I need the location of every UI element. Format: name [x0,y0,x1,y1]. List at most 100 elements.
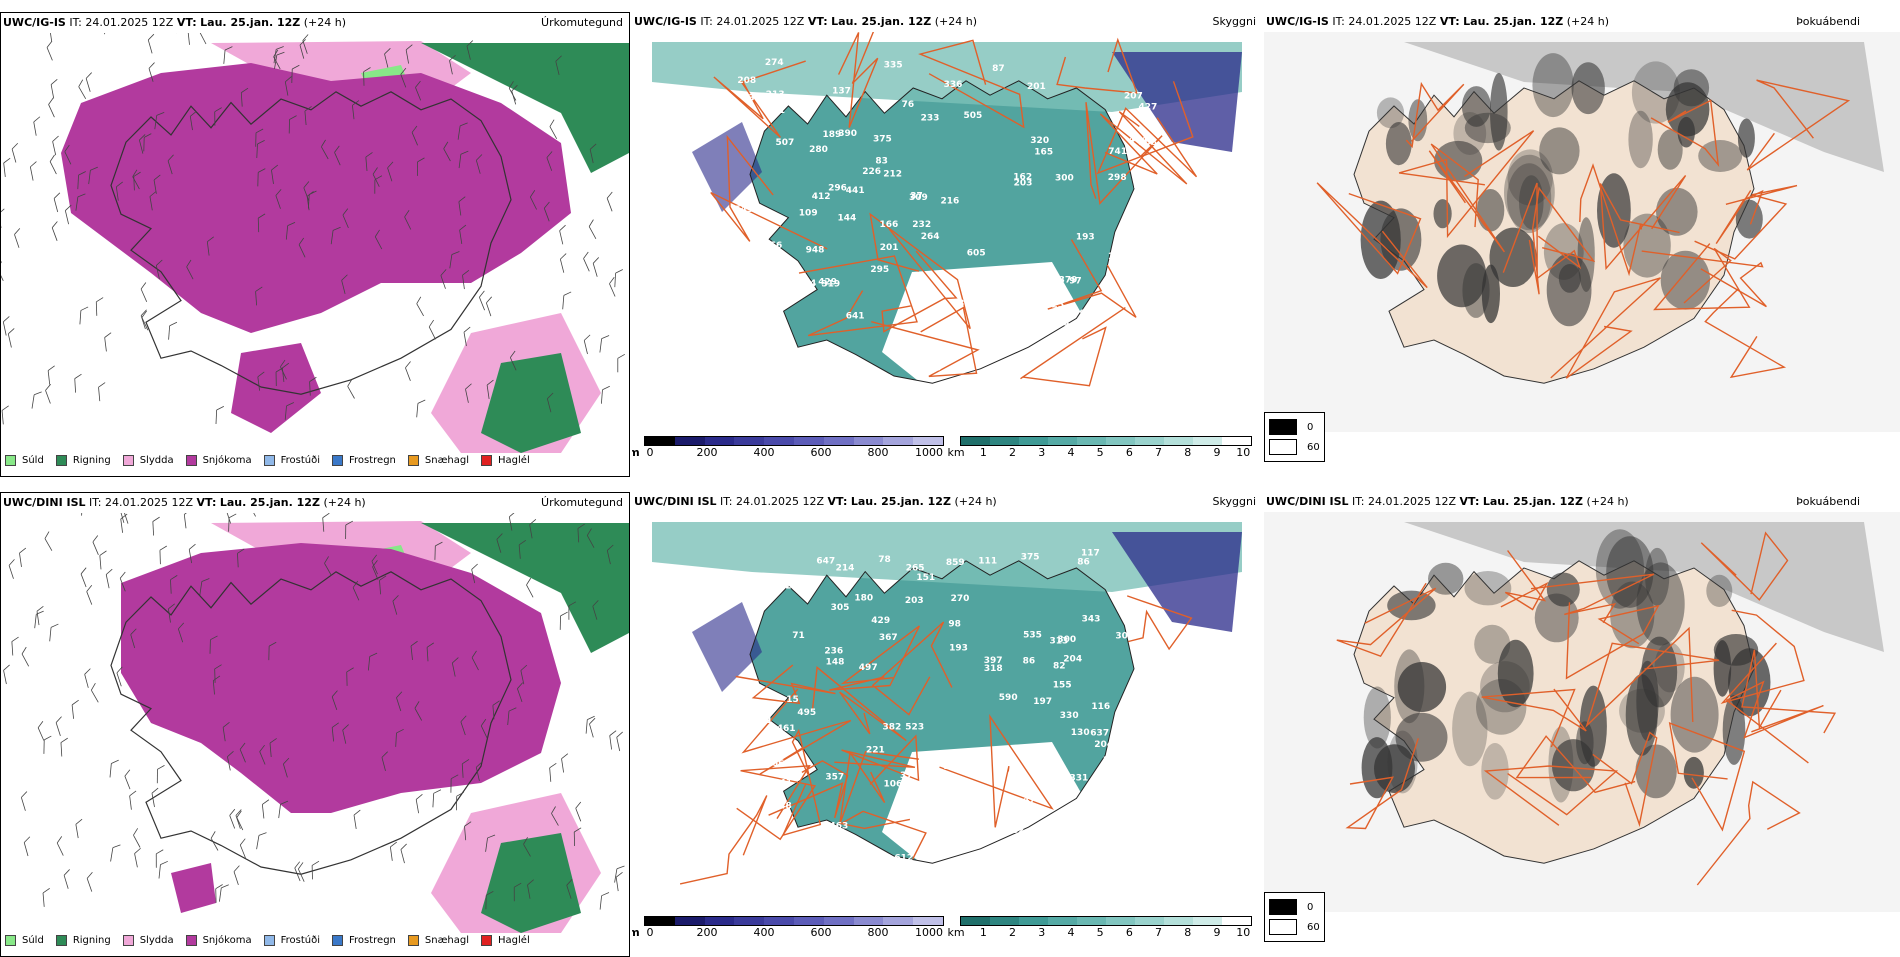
visibility-unit: km [947,446,964,459]
model-name: UWC/IG-IS [1,16,66,29]
cloud-base-label: 67 [784,282,797,292]
cloud-base-label: 249 [761,347,780,357]
tick-label: 8 [1184,926,1191,939]
visibility-unit: km [947,926,964,939]
vt-value: Lau. 25.jan. 12Z [1483,495,1583,508]
cloud-base-label: 195 [923,363,942,373]
wind-barb [52,136,63,155]
wind-barb [44,736,51,754]
swatch [1269,899,1297,915]
cloud-base-label: 148 [826,657,845,667]
wind-barb [35,610,44,629]
wind-barb [616,872,626,891]
cloud-base-label: 412 [812,192,831,202]
cloud-base-label: 134 [1108,252,1127,262]
it-label: IT: [69,16,81,29]
cloud-base-map: 1041733366058344187761442033753798719328… [632,32,1262,432]
swatch [123,455,134,466]
swatch [408,455,419,466]
tick-label: 7 [1155,446,1162,459]
lead-time: (+24 h) [954,495,996,508]
cloud-base-label: 156 [878,871,897,881]
wind-barb [19,548,29,567]
fog-legend-item: 0 [1269,417,1320,437]
wind-barb [23,837,35,856]
wind-barb [82,513,90,516]
panel-title: Úrkomutegund [541,13,623,33]
tick-label: 5 [1097,446,1104,459]
legend-item-snjokoma: Snjókoma [186,932,252,948]
cloud-base-label: 226 [862,167,881,177]
fog-index-map [1264,32,1900,432]
wind-barb [147,34,159,53]
cloud-base-label: 217 [1132,590,1151,600]
cloud-base-label: 83 [875,157,888,167]
wind-barb [433,789,441,807]
wind-barb [156,850,163,868]
tick-label: 2 [1009,446,1016,459]
cloud-base-label: 461 [777,724,796,734]
cloud-base-label: 315 [748,93,767,103]
wind-barb [11,143,23,162]
fog-ridge [1377,97,1404,128]
fog-ridge [1361,201,1401,279]
wind-barb [80,306,88,324]
wind-barb [549,763,557,782]
cloud-base-label: 612 [894,853,913,863]
wind-barb [132,828,147,847]
legend-item-frostregn: Frostregn [332,932,396,948]
cloud-base-label: 97 [1069,276,1082,286]
road-line [680,796,767,884]
cloud-base-label: 357 [825,772,844,782]
cloud-base-label: 457 [1047,290,1066,300]
wind-barb [560,612,567,630]
tick-label: 6 [1126,926,1133,939]
fog-index-map [1264,512,1900,912]
cloud-base-label: 144 [838,213,857,223]
cloud-base-label: 664 [772,759,791,769]
legend-item-sudd: Súld [5,932,44,948]
cloud-base-label: 367 [1133,186,1152,196]
legend-item-haglel: Haglél [481,932,530,948]
panel-title: Skyggni [1213,492,1256,512]
cloud-base-label: 382 [883,723,902,733]
wind-barb [44,384,57,403]
wind-barb [257,831,267,850]
cloud-base-label: 241 [773,778,792,788]
wind-barb [13,228,25,247]
wind-barb [51,221,64,240]
cloud-base-label: 463 [830,821,849,831]
wind-barb [98,383,107,402]
cloud-base-label: 316 [1133,209,1152,219]
tick-label: 3 [1038,926,1045,939]
precip-legend: Súld Rigning Slydda Snjókoma Frostúði Fr… [5,452,542,468]
tick-label: 400 [754,926,775,939]
cloud-base-label: 270 [951,594,970,604]
wind-barb [129,791,138,810]
tick-label: 200 [697,446,718,459]
tick-label: 200 [697,926,718,939]
cloud-base-label: 76 [902,100,915,110]
wind-barb [46,41,59,60]
wind-barb [2,316,13,335]
legend-item-snjokoma: Snjókoma [186,452,252,468]
swatch [186,935,197,946]
cloud-base-label: 495 [797,708,816,718]
model-name: UWC/DINI ISL [632,495,717,508]
tick-label: 800 [868,926,889,939]
vt-label: VT: [1460,495,1480,508]
wind-barb [80,568,93,587]
cloud-base-label: 343 [1082,614,1101,624]
height-colorbar: m 0 200 400 600 800 1000 [644,916,944,940]
cloud-base-label: 15 [786,695,799,705]
it-label: IT: [89,496,101,509]
cloud-base-label: 101 [732,379,751,389]
wind-barb [583,335,594,354]
wind-barb [33,117,43,136]
cloud-base-label: 182 [1006,826,1025,836]
wind-barb [615,269,623,287]
cloud-base-label: 295 [870,265,889,275]
tick-label: 10 [1236,446,1250,459]
cloud-base-label: 178 [1134,296,1153,306]
fog-ridge [1552,739,1595,791]
